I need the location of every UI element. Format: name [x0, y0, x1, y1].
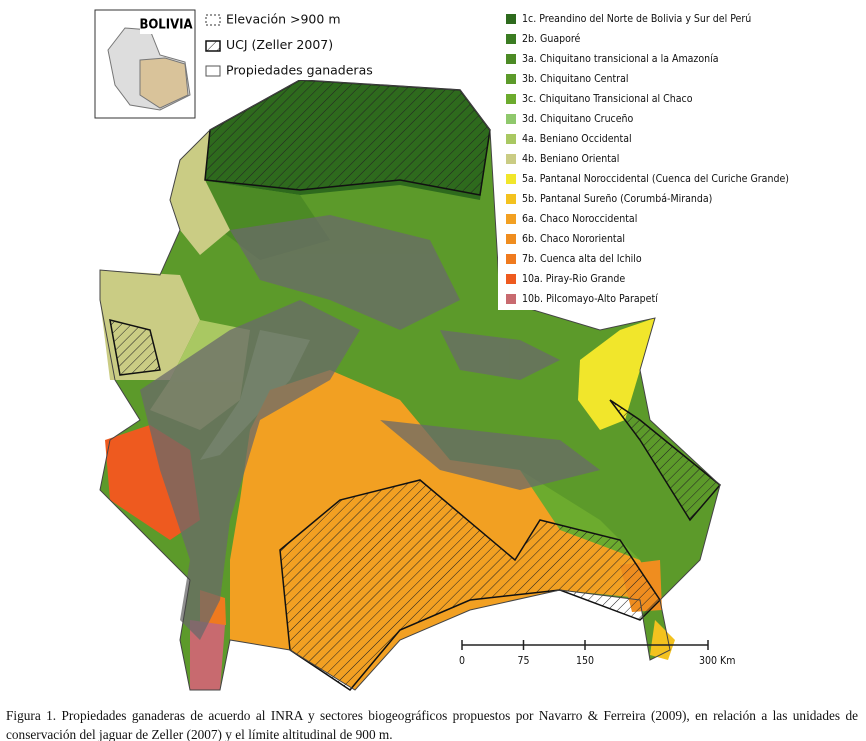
- inset-label-bg: [140, 14, 192, 34]
- legend-swatch: [506, 154, 516, 164]
- caption-line: Figura 1. Propiedades ganaderas de acuer…: [6, 708, 858, 723]
- legend-label: 3b. Chiquitano Central: [522, 73, 628, 85]
- inset-label: BOLIVIA: [139, 18, 192, 33]
- legend-label: Elevación >900 m: [226, 12, 341, 27]
- legend-swatch: [506, 174, 516, 184]
- legend-icon: [205, 65, 221, 77]
- region: [650, 620, 675, 660]
- legend-swatch: [506, 34, 516, 44]
- legend-label: 3a. Chiquitano transicional a la Amazoní…: [522, 53, 719, 65]
- property-cluster: [440, 330, 560, 380]
- ucj-area: [204, 79, 491, 196]
- legend-swatch: [506, 194, 516, 204]
- scale-label: 150: [576, 655, 594, 667]
- legend-label: 6b. Chaco Nororiental: [522, 233, 625, 245]
- region: [578, 318, 655, 430]
- legend-swatch: [506, 254, 516, 264]
- caption-line: conservación del jaguar de Zeller (2007)…: [6, 727, 393, 741]
- property-cluster: [380, 420, 600, 490]
- legend-swatch: [506, 14, 516, 24]
- legend-label: 1c. Preandino del Norte de Bolivia y Sur…: [522, 13, 751, 25]
- legend-swatch: [506, 114, 516, 124]
- legend-swatch: [506, 94, 516, 104]
- map: BOLIVIA Elevación >900 m UCJ (Zeller 2007…: [94, 8, 789, 691]
- legend-left-bg: [200, 10, 368, 80]
- legend-swatch: [506, 54, 516, 64]
- legend-label: 4b. Beniano Oriental: [522, 153, 619, 165]
- legend-label: 10a. Piray-Rio Grande: [522, 273, 625, 285]
- region: [170, 130, 230, 255]
- ucj-area: [279, 479, 661, 691]
- inset-highlight: [139, 57, 189, 109]
- property-cluster: [230, 215, 460, 330]
- legend-swatch: [506, 74, 516, 84]
- scale-label: 0: [459, 655, 465, 667]
- ucj-area: [609, 399, 722, 522]
- legend-label: Propiedades ganaderas: [226, 63, 373, 78]
- legend-right-bg: [498, 8, 778, 310]
- legend-swatch: [506, 214, 516, 224]
- legend-label: 5b. Pantanal Sureño (Corumbá-Miranda): [522, 193, 712, 205]
- legend-swatch: [506, 274, 516, 284]
- legend-label: 2b. Guaporé: [522, 33, 581, 45]
- legend-label: 6a. Chaco Noroccidental: [522, 213, 637, 225]
- legend-icon: [205, 40, 221, 52]
- legend-label: 5a. Pantanal Noroccidental (Cuenca del C…: [522, 173, 789, 185]
- legend-label: UCJ (Zeller 2007): [226, 37, 333, 52]
- property-cluster: [140, 300, 360, 640]
- scale-label: 75: [517, 655, 529, 667]
- legend-swatch: [506, 134, 516, 144]
- properties: [140, 215, 600, 640]
- scale-label: 300: [699, 655, 717, 667]
- ucj-area: [109, 318, 161, 376]
- scale-unit: Km: [720, 655, 735, 667]
- legend-label: 10b. Pilcomayo-Alto Parapetí: [522, 293, 658, 305]
- legend-label: 3d. Chiquitano Cruceño: [522, 113, 634, 125]
- legend-label: 4a. Beniano Occidental: [522, 133, 632, 145]
- legend-label: 3c. Chiquitano Transicional al Chaco: [522, 93, 693, 105]
- ucj-areas: [109, 79, 722, 691]
- legend-label: 7b. Cuenca alta del Ichilo: [522, 253, 642, 265]
- legend-swatch: [506, 234, 516, 244]
- legend-swatch: [506, 294, 516, 304]
